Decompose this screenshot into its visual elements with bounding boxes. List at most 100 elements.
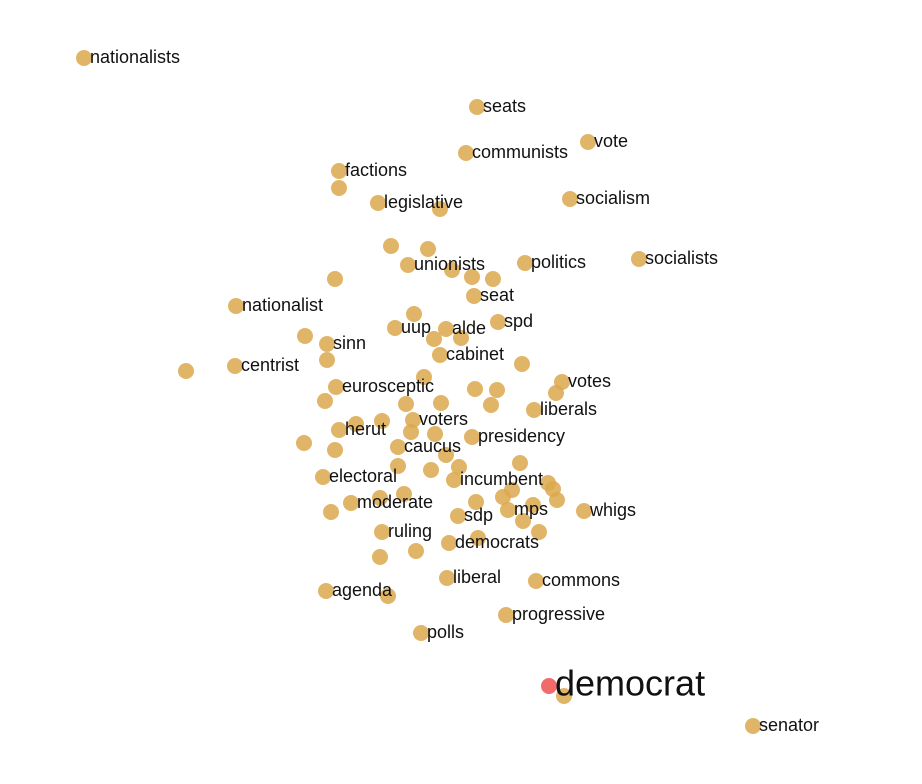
point-whigs: [576, 503, 592, 519]
scatter-point: [374, 413, 390, 429]
point-caucus: [390, 439, 406, 455]
point-electoral: [315, 469, 331, 485]
scatter-point: [438, 447, 454, 463]
highlight-label: democrat: [555, 663, 705, 704]
label-agenda: agenda: [332, 580, 393, 600]
label-liberals: liberals: [540, 399, 597, 419]
label-uup: uup: [401, 317, 431, 337]
scatter-point: [331, 180, 347, 196]
scatter-point: [531, 524, 547, 540]
point-spd: [490, 314, 506, 330]
scatter-point: [296, 435, 312, 451]
scatter-point: [327, 442, 343, 458]
scatter-point: [178, 363, 194, 379]
scatter-point: [319, 352, 335, 368]
label-communists: communists: [472, 142, 568, 162]
point-vote: [580, 134, 596, 150]
scatter-point: [432, 201, 448, 217]
label-whigs: whigs: [589, 500, 636, 520]
unlabeled-points: [178, 180, 572, 704]
point-nationalists: [76, 50, 92, 66]
label-moderate: moderate: [357, 492, 433, 512]
scatter-point: [390, 458, 406, 474]
point-mps: [500, 502, 516, 518]
label-sdp: sdp: [464, 505, 493, 525]
point-communists: [458, 145, 474, 161]
scatter-point: [515, 513, 531, 529]
point-socialism: [562, 191, 578, 207]
point-sinn: [319, 336, 335, 352]
labeled-points: nationalists seats vote communists factions l…: [76, 47, 819, 735]
label-nationalists: nationalists: [90, 47, 180, 67]
label-seats: seats: [483, 96, 526, 116]
point-unionists: [400, 257, 416, 273]
point-votes: [554, 374, 570, 390]
scatter-point: [444, 262, 460, 278]
highlight-point-group: democrat: [541, 663, 705, 704]
point-cabinet: [432, 347, 448, 363]
label-cabinet: cabinet: [446, 344, 504, 364]
point-herut: [331, 422, 347, 438]
label-seat: seat: [480, 285, 514, 305]
label-mps: mps: [514, 499, 548, 519]
scatter-point: [495, 489, 511, 505]
scatter-point: [323, 504, 339, 520]
point-seat: [466, 288, 482, 304]
scatter-point: [406, 306, 422, 322]
label-spd: spd: [504, 311, 533, 331]
label-democrats: democrats: [455, 532, 539, 552]
label-caucus: caucus: [404, 436, 461, 456]
scatter-point: [372, 490, 388, 506]
label-commons: commons: [542, 570, 620, 590]
point-uup: [387, 320, 403, 336]
scatter-point: [403, 424, 419, 440]
scatter-point: [423, 462, 439, 478]
label-politics: politics: [531, 252, 586, 272]
label-presidency: presidency: [478, 426, 565, 446]
scatter-point: [556, 688, 572, 704]
label-incumbent: incumbent: [460, 469, 543, 489]
label-alde: alde: [452, 318, 486, 338]
scatter-point: [514, 356, 530, 372]
label-unionists: unionists: [414, 254, 485, 274]
scatter-point: [525, 497, 541, 513]
scatter-point: [408, 543, 424, 559]
scatter-point: [489, 382, 505, 398]
point-liberals: [526, 402, 542, 418]
point-presidency: [464, 429, 480, 445]
label-factions: factions: [345, 160, 407, 180]
label-votes: votes: [568, 371, 611, 391]
scatter-point: [485, 271, 501, 287]
label-legislative: legislative: [384, 192, 463, 212]
point-centrist: [227, 358, 243, 374]
point-factions: [331, 163, 347, 179]
point-sdp: [450, 508, 466, 524]
scatter-point: [420, 241, 436, 257]
scatter-point: [549, 492, 565, 508]
label-vote: vote: [594, 131, 628, 151]
scatter-point: [451, 459, 467, 475]
label-nationalist: nationalist: [242, 295, 323, 315]
label-electoral: electoral: [329, 466, 397, 486]
point-legislative: [370, 195, 386, 211]
scatter-point: [416, 369, 432, 385]
scatter-point: [483, 397, 499, 413]
point-democrats: [441, 535, 457, 551]
scatter-point: [348, 416, 364, 432]
scatter-point: [433, 395, 449, 411]
point-agenda: [318, 583, 334, 599]
label-voters: voters: [419, 409, 468, 429]
point-politics: [517, 255, 533, 271]
label-socialism: socialism: [576, 188, 650, 208]
label-sinn: sinn: [333, 333, 366, 353]
scatter-point: [297, 328, 313, 344]
label-herut: herut: [345, 419, 386, 439]
point-alde: [438, 321, 454, 337]
scatter-point: [467, 381, 483, 397]
label-liberal: liberal: [453, 567, 501, 587]
scatter-point: [470, 530, 486, 546]
point-progressive: [498, 607, 514, 623]
point-voters: [405, 412, 421, 428]
point-commons: [528, 573, 544, 589]
point-nationalist: [228, 298, 244, 314]
